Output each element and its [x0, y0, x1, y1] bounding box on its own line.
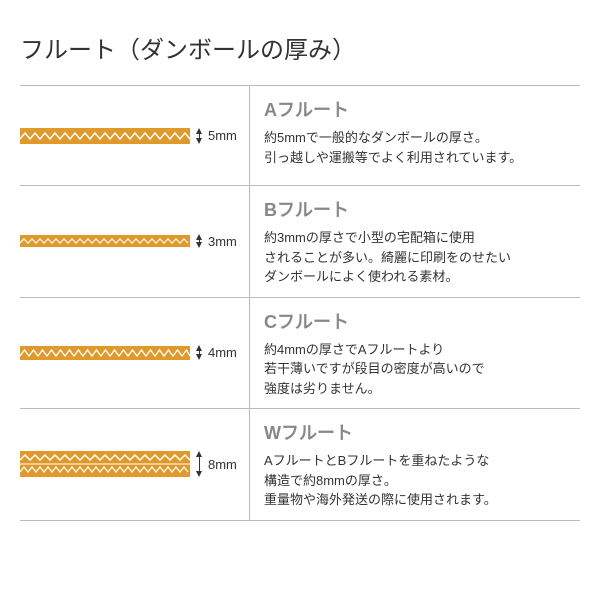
- flute-name: Aフルート: [264, 96, 570, 122]
- description-cell: Aフルート 約5mmで一般的なダンボールの厚さ。 引っ越しや運搬等でよく利用され…: [250, 86, 580, 185]
- flute-name: Cフルート: [264, 308, 570, 334]
- flute-name: Wフルート: [264, 419, 570, 445]
- table-row: 3mm Bフルート 約3mmの厚さで小型の宅配箱に使用 されることが多い。綺麗に…: [20, 186, 580, 298]
- thickness-value: 4mm: [208, 345, 237, 360]
- flute-a-visual: [20, 128, 190, 144]
- flute-c-visual: [20, 346, 190, 360]
- flute-description: AフルートとBフルートを重ねたような 構造で約8mmの厚さ。 重量物や海外発送の…: [264, 451, 570, 510]
- thickness-indicator: 8mm: [196, 451, 202, 477]
- description-cell: Wフルート AフルートとBフルートを重ねたような 構造で約8mmの厚さ。 重量物…: [250, 409, 580, 520]
- description-cell: Cフルート 約4mmの厚さでAフルートより 若干薄いですが段目の密度が高いので …: [250, 298, 580, 409]
- thickness-indicator: 4mm: [196, 345, 202, 360]
- flute-description: 約5mmで一般的なダンボールの厚さ。 引っ越しや運搬等でよく利用されています。: [264, 128, 570, 167]
- flute-description: 約3mmの厚さで小型の宅配箱に使用 されることが多い。綺麗に印刷をのせたい ダン…: [264, 228, 570, 287]
- description-cell: Bフルート 約3mmの厚さで小型の宅配箱に使用 されることが多い。綺麗に印刷をの…: [250, 186, 580, 297]
- flute-name: Bフルート: [264, 196, 570, 222]
- visual-cell: 8mm: [20, 409, 250, 520]
- flute-table: 5mm Aフルート 約5mmで一般的なダンボールの厚さ。 引っ越しや運搬等でよく…: [20, 85, 580, 521]
- table-row: 4mm Cフルート 約4mmの厚さでAフルートより 若干薄いですが段目の密度が高…: [20, 298, 580, 410]
- flute-w-visual: [20, 451, 190, 477]
- visual-cell: 3mm: [20, 186, 250, 297]
- table-row: 5mm Aフルート 約5mmで一般的なダンボールの厚さ。 引っ越しや運搬等でよく…: [20, 86, 580, 186]
- thickness-indicator: 3mm: [196, 234, 202, 248]
- table-row: 8mm Wフルート AフルートとBフルートを重ねたような 構造で約8mmの厚さ。…: [20, 409, 580, 521]
- thickness-value: 8mm: [208, 457, 237, 472]
- page-title: フルート（ダンボールの厚み）: [20, 30, 580, 65]
- thickness-value: 3mm: [208, 234, 237, 249]
- thickness-indicator: 5mm: [196, 128, 202, 144]
- flute-description: 約4mmの厚さでAフルートより 若干薄いですが段目の密度が高いので 強度は劣りま…: [264, 340, 570, 399]
- visual-cell: 4mm: [20, 298, 250, 409]
- visual-cell: 5mm: [20, 86, 250, 185]
- thickness-value: 5mm: [208, 128, 237, 143]
- flute-b-visual: [20, 235, 190, 247]
